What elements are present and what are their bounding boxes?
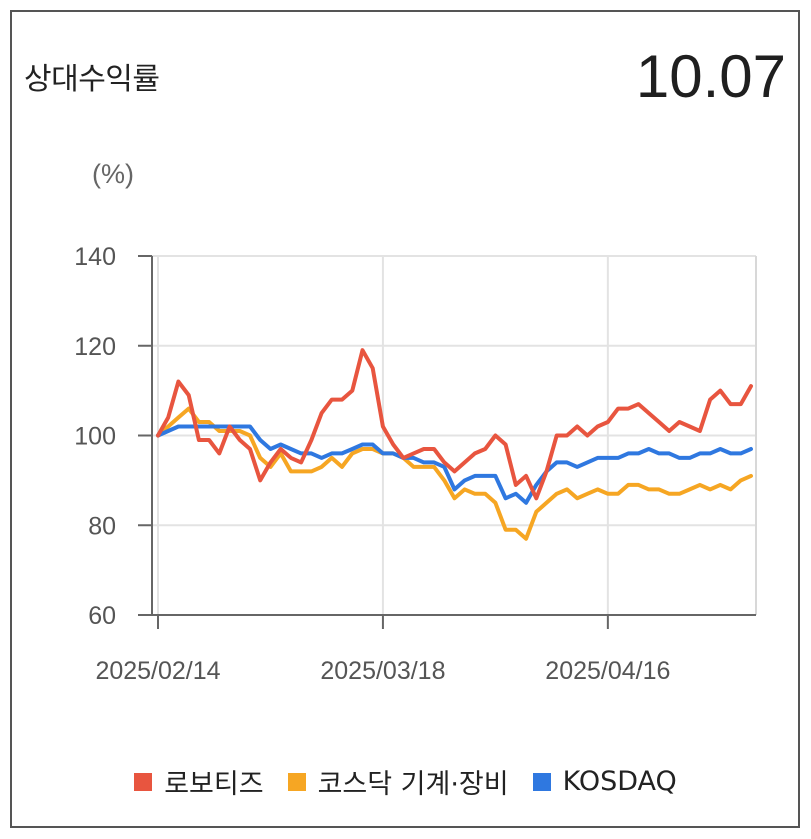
chart-legend: 로보티즈 코스닥 기계·장비 KOSDAQ (0, 762, 811, 801)
y-tick-label: 140 (74, 243, 116, 271)
y-tick-label: 120 (74, 333, 116, 361)
relative-return-value: 10.07 (635, 43, 786, 110)
x-tick-label: 2025/03/18 (320, 657, 445, 685)
x-tick-label: 2025/02/14 (95, 657, 220, 685)
legend-swatch-kosdaq-machinery (287, 772, 306, 791)
y-unit-label: (%) (92, 159, 134, 189)
legend-item-robotis: 로보티즈 (134, 762, 264, 801)
tick-labels: 140 120 100 80 60 2025/02/14 2025/03/18 2025/04… (74, 159, 670, 685)
series-line-1 (156, 406, 753, 541)
legend-label-kosdaq: KOSDAQ (562, 766, 677, 797)
legend-item-kosdaq-machinery: 코스닥 기계·장비 (287, 762, 509, 801)
series-line-2 (156, 424, 753, 505)
legend-item-kosdaq: KOSDAQ (532, 766, 677, 797)
series-lines (156, 348, 753, 541)
card-title: 상대수익률 (24, 62, 160, 97)
series-line-0 (156, 348, 753, 501)
y-tick-label: 100 (74, 423, 116, 451)
axes (138, 255, 757, 629)
legend-swatch-robotis (134, 772, 153, 791)
legend-label-robotis: 로보티즈 (164, 769, 264, 800)
y-tick-label: 80 (88, 512, 116, 540)
x-tick-label: 2025/04/16 (545, 657, 670, 685)
legend-label-kosdaq-machinery: 코스닥 기계·장비 (317, 769, 509, 800)
y-tick-label: 60 (88, 602, 116, 630)
legend-swatch-kosdaq (532, 772, 551, 791)
